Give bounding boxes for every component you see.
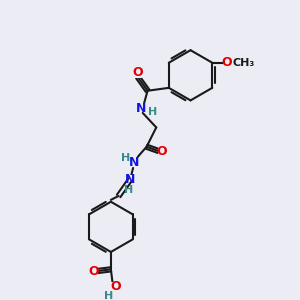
Text: N: N (129, 156, 139, 169)
FancyBboxPatch shape (89, 266, 98, 276)
Text: H: H (148, 107, 157, 117)
FancyBboxPatch shape (135, 103, 151, 113)
FancyBboxPatch shape (125, 175, 135, 184)
FancyBboxPatch shape (122, 154, 137, 166)
Text: O: O (221, 56, 232, 69)
Text: H: H (104, 291, 114, 300)
Text: O: O (157, 145, 167, 158)
Text: H: H (124, 185, 133, 195)
Text: O: O (88, 265, 99, 278)
Text: N: N (136, 102, 146, 115)
Text: H: H (121, 153, 130, 163)
FancyBboxPatch shape (111, 282, 120, 292)
FancyBboxPatch shape (158, 147, 167, 156)
Text: CH₃: CH₃ (232, 58, 254, 68)
Text: N: N (125, 173, 135, 186)
Text: O: O (133, 66, 143, 79)
Text: O: O (110, 280, 121, 293)
FancyBboxPatch shape (223, 58, 231, 68)
FancyBboxPatch shape (134, 68, 142, 78)
